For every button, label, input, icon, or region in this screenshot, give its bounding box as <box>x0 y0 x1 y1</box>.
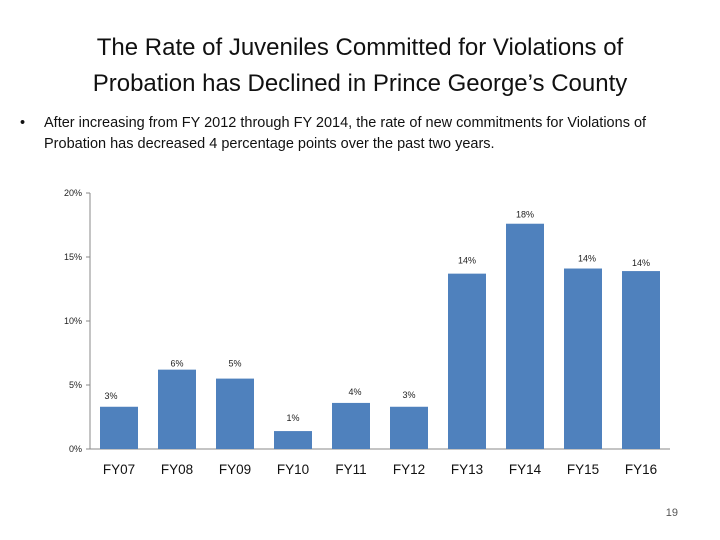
slide-title: The Rate of Juveniles Committed for Viol… <box>30 30 690 102</box>
x-tick-label: FY16 <box>625 462 657 477</box>
data-label: 3% <box>104 391 117 401</box>
data-label: 14% <box>458 256 476 266</box>
data-label: 3% <box>402 390 415 400</box>
slide-title-line-2: Probation has Declined in Prince George’… <box>92 70 628 97</box>
slide-title-line-1: The Rate of Juveniles Committed for Viol… <box>96 34 624 61</box>
y-tick-label: 15% <box>64 252 82 262</box>
y-tick-label: 20% <box>64 188 82 198</box>
bar-fy14 <box>506 223 544 449</box>
bar-fy16 <box>622 271 660 449</box>
x-tick-label: FY09 <box>219 462 251 477</box>
bar-fy13 <box>448 273 486 449</box>
bar-fy09 <box>216 378 254 449</box>
bullet-text: After increasing from FY 2012 through FY… <box>44 115 647 152</box>
data-label: 14% <box>578 254 596 264</box>
data-label: 6% <box>170 359 183 369</box>
page-number: 19 <box>665 507 678 519</box>
bullet-point: • After increasing from FY 2012 through … <box>20 113 690 155</box>
y-tick-label: 10% <box>64 316 82 326</box>
x-tick-label: FY10 <box>277 462 309 477</box>
x-tick-label: FY08 <box>161 462 193 477</box>
bar-fy12 <box>390 406 428 449</box>
bar-fy10 <box>274 431 312 449</box>
data-label: 5% <box>228 359 241 369</box>
bar-fy08 <box>158 369 196 449</box>
x-tick-label: FY14 <box>509 462 542 477</box>
data-label: 18% <box>516 210 534 220</box>
data-label: 14% <box>632 258 650 268</box>
bar-fy15 <box>564 268 602 449</box>
x-tick-label: FY12 <box>393 462 425 477</box>
bullet-icon: • <box>20 115 26 131</box>
x-tick-label: FY15 <box>567 462 599 477</box>
x-tick-label: FY11 <box>335 462 366 477</box>
y-tick-label: 5% <box>69 380 82 390</box>
x-tick-label: FY07 <box>103 462 135 477</box>
data-label: 1% <box>286 413 299 423</box>
y-tick-label: 0% <box>69 444 82 454</box>
data-label: 4% <box>348 387 361 397</box>
x-tick-label: FY13 <box>451 462 483 477</box>
bar-fy07 <box>100 406 138 449</box>
bar-fy11 <box>332 402 370 449</box>
